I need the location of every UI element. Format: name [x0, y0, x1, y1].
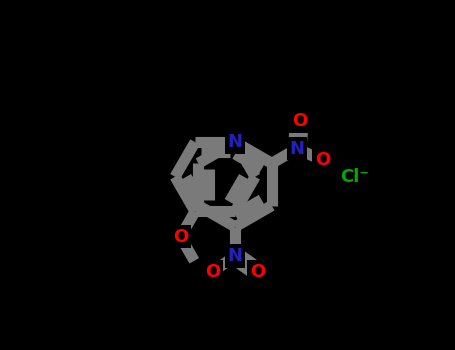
Text: O: O	[205, 263, 220, 281]
Text: Cl⁻: Cl⁻	[340, 168, 369, 186]
Text: O: O	[250, 263, 265, 281]
Text: N: N	[228, 247, 243, 265]
Text: N: N	[290, 140, 305, 158]
Text: O: O	[173, 228, 188, 246]
Text: O: O	[314, 151, 330, 169]
Text: O: O	[292, 112, 307, 130]
Text: N: N	[228, 133, 243, 151]
